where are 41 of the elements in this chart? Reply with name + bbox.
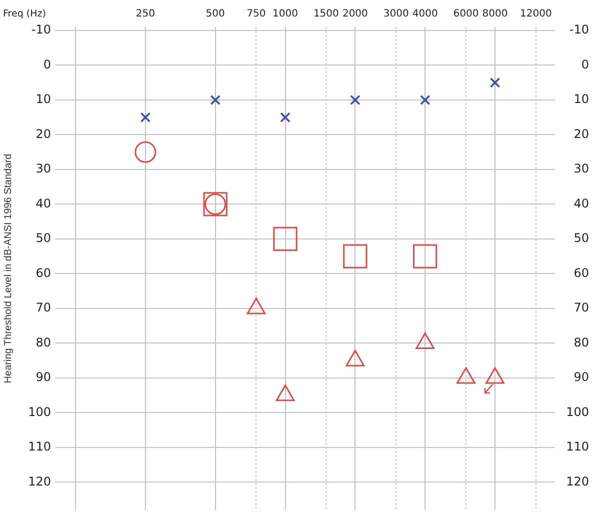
y2-tick-label: 0 <box>581 57 589 72</box>
y-tick-label: 70 <box>36 300 51 315</box>
x-tick-label: 12000 <box>520 8 552 20</box>
x-tick-label: 6000 <box>453 8 479 20</box>
y-tick-label: 90 <box>36 370 51 384</box>
y-tick-label: 0 <box>43 57 51 72</box>
y-tick-label: 40 <box>36 196 51 210</box>
x-tick-label: 1500 <box>313 8 339 20</box>
x-tick-label: 250 <box>136 8 155 20</box>
x-tick-label: 2000 <box>342 8 368 20</box>
y-tick-label: 120 <box>28 474 51 488</box>
x-tick-label: 4000 <box>412 8 438 20</box>
y2-tick-label: 90 <box>574 370 589 384</box>
y2-tick-label: 20 <box>574 126 589 141</box>
y2-tick-label: 30 <box>574 162 589 176</box>
y-tick-label: 100 <box>28 404 51 419</box>
y2-tick-label: 60 <box>574 266 589 280</box>
y2-tick-label: 110 <box>566 440 589 454</box>
y-tick-label: 20 <box>36 126 51 141</box>
y2-tick-label: 80 <box>574 335 589 350</box>
y2-tick-label: -10 <box>569 22 589 37</box>
x-tick-label: 1000 <box>272 8 298 20</box>
y2-tick-label: 70 <box>574 300 589 315</box>
x-tick-label: 500 <box>206 8 225 20</box>
x-tick-label: 3000 <box>383 8 409 20</box>
x-tick-label: 8000 <box>482 8 508 20</box>
y-tick-label: 10 <box>36 92 51 106</box>
x-axis-title: Freq (Hz) <box>3 8 46 20</box>
x-tick-label: 750 <box>246 8 266 20</box>
y2-tick-label: 10 <box>574 92 589 106</box>
y-axis-title: Hearing Threshold Level in dB-ANSI 1996 Standard <box>2 154 14 384</box>
y-tick-label: -10 <box>31 22 51 37</box>
y2-tick-label: 50 <box>574 231 589 246</box>
y-tick-label: 30 <box>36 162 51 176</box>
y2-tick-label: 120 <box>566 474 589 488</box>
y-tick-label: 60 <box>36 266 51 280</box>
y-tick-label: 80 <box>36 335 51 350</box>
y2-tick-label: 100 <box>566 404 589 419</box>
y-tick-label: 110 <box>28 440 51 454</box>
y2-tick-label: 40 <box>574 196 589 210</box>
y-tick-label: 50 <box>36 231 51 246</box>
